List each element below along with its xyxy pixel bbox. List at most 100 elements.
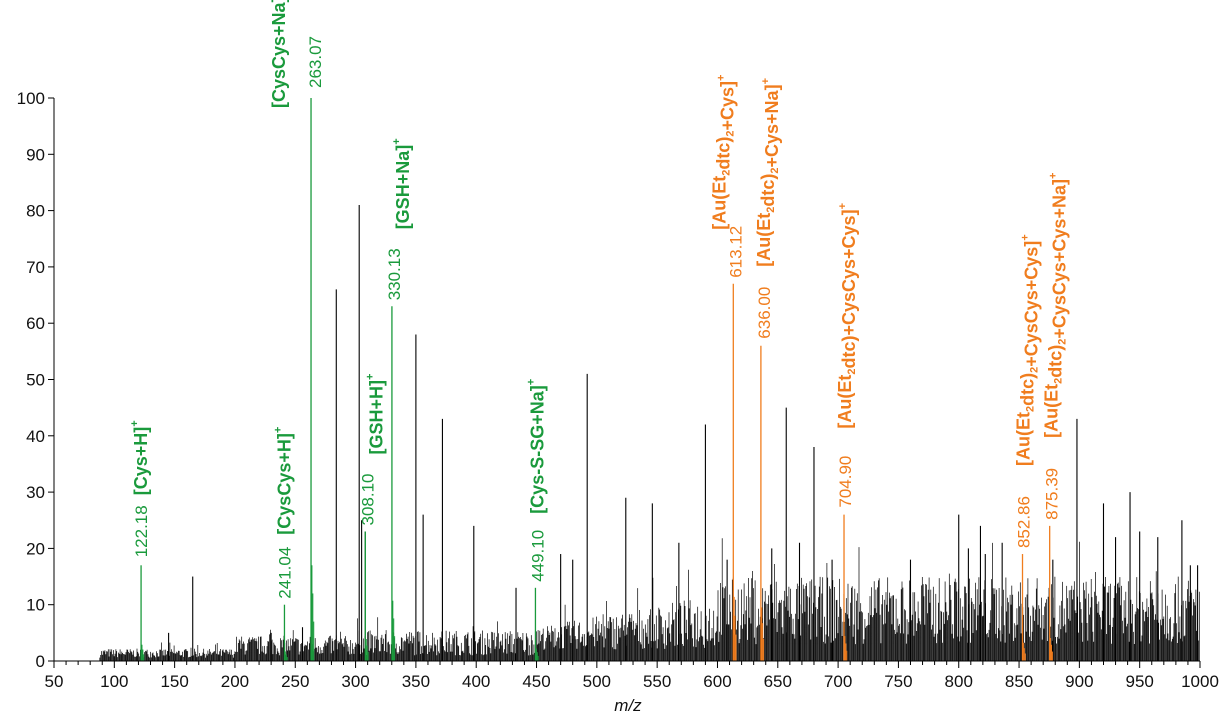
ion-label: [CysCys+Na]+ bbox=[267, 0, 289, 108]
noise-background bbox=[99, 538, 1200, 661]
peak-value-label: 330.13 bbox=[385, 248, 404, 300]
ion-label: [GSH+Na]+ bbox=[391, 138, 413, 229]
peak-value-label: 636.00 bbox=[755, 287, 774, 339]
ion-label-part: 2 bbox=[1025, 406, 1037, 412]
ion-label-part: dtc) bbox=[1018, 373, 1038, 406]
ion-label-part: 2 bbox=[769, 167, 781, 173]
ion-label-part: 2 bbox=[1057, 339, 1069, 345]
x-tick-label: 500 bbox=[583, 672, 611, 691]
x-tick-label: 400 bbox=[462, 672, 490, 691]
ion-label: [GSH+H]+ bbox=[364, 374, 386, 455]
ion-label: [Au(Et2dtc)2+Cys]+ bbox=[709, 75, 737, 230]
x-tick-label: 700 bbox=[824, 672, 852, 691]
ion-label: [Cys+H]+ bbox=[129, 420, 151, 495]
y-tick-label: 80 bbox=[26, 202, 45, 221]
x-tick-label: 50 bbox=[45, 672, 64, 691]
y-tick-label: 70 bbox=[26, 258, 45, 277]
ion-charge: + bbox=[525, 379, 537, 385]
ion-label-part: 2 bbox=[724, 131, 736, 137]
x-tick-label: 450 bbox=[522, 672, 550, 691]
ion-label-part: dtc) bbox=[758, 174, 778, 207]
x-tick-label: 150 bbox=[160, 672, 188, 691]
ion-label-part: +CysCys+Cys] bbox=[1022, 241, 1042, 367]
ion-label-part: [Au(Et bbox=[709, 176, 729, 230]
ion-label: [Cys-S-SG+Na]+ bbox=[525, 379, 547, 514]
ion-label-part: [Cys-S-SG+Na] bbox=[527, 385, 547, 514]
ion-charge: + bbox=[1048, 173, 1060, 179]
annotated-peaks bbox=[140, 98, 1053, 661]
ion-label-part: dtc) bbox=[713, 137, 733, 170]
ion-label: [Au(Et2dtc)+CysCys+Cys]+ bbox=[835, 203, 859, 429]
peak-labels: 122.18[Cys+H]+241.04[CysCys+H]+263.07[Cy… bbox=[129, 0, 1070, 599]
x-tick-label: 250 bbox=[281, 672, 309, 691]
ion-charge: + bbox=[1020, 234, 1032, 240]
y-tick-label: 60 bbox=[26, 314, 45, 333]
x-tick-label: 650 bbox=[764, 672, 792, 691]
x-tick-label: 600 bbox=[703, 672, 731, 691]
ion-label-part: [GSH+Na] bbox=[393, 145, 413, 230]
x-tick-label: 100 bbox=[100, 672, 128, 691]
x-tick-label: 750 bbox=[884, 672, 912, 691]
x-tick-label: 850 bbox=[1005, 672, 1033, 691]
y-tick-label: 10 bbox=[26, 596, 45, 615]
ion-label-part: +Cys] bbox=[717, 81, 737, 131]
ion-charge: + bbox=[391, 138, 403, 144]
y-tick-label: 30 bbox=[26, 483, 45, 502]
axes: 0 10 20 30 40 50 60 70 80 90 100 50 100 150 200 250 300 3… bbox=[17, 89, 1219, 691]
ion-charge: + bbox=[364, 374, 376, 380]
ion-label-part: 2 bbox=[1029, 367, 1041, 373]
peak-value-label: 263.07 bbox=[306, 36, 325, 88]
y-tick-label: 100 bbox=[17, 89, 45, 108]
peak-value-label: 449.10 bbox=[528, 530, 547, 582]
peak-value-label: 704.90 bbox=[836, 456, 855, 508]
ion-label-part: [Au(Et bbox=[1042, 384, 1062, 438]
background-peaks bbox=[168, 204, 1199, 661]
ion-label-part: dtc)+CysCys+Cys] bbox=[839, 209, 859, 368]
ion-label: [CysCys+H]+ bbox=[272, 427, 294, 535]
peak-value-label: 241.04 bbox=[275, 547, 294, 599]
ion-label-part: 2 bbox=[765, 207, 777, 213]
peak-value-label: 875.39 bbox=[1043, 468, 1062, 520]
y-tick-label: 40 bbox=[26, 427, 45, 446]
ion-label-part: [Cys+H] bbox=[131, 427, 151, 496]
ion-label-part: 2 bbox=[1053, 378, 1065, 384]
x-tick-label: 950 bbox=[1125, 672, 1153, 691]
x-tick-label: 550 bbox=[643, 672, 671, 691]
x-axis-title: m/z bbox=[614, 696, 642, 715]
y-tick-label: 90 bbox=[26, 145, 45, 164]
ion-label: [Au(Et2dtc)2+CysCys+Cys+Na]+ bbox=[1042, 173, 1070, 438]
y-tick-label: 20 bbox=[26, 539, 45, 558]
x-tick-label: 200 bbox=[221, 672, 249, 691]
x-tick-label: 900 bbox=[1065, 672, 1093, 691]
ion-label-part: [CysCys+H] bbox=[274, 433, 294, 535]
x-tick-label: 300 bbox=[341, 672, 369, 691]
x-tick-label: 800 bbox=[945, 672, 973, 691]
ion-charge: + bbox=[272, 427, 284, 433]
ion-label-part: [Au(Et bbox=[1014, 412, 1034, 466]
ion-label-part: 2 bbox=[846, 369, 858, 375]
ion-label-part: dtc) bbox=[1046, 345, 1066, 378]
ion-charge: + bbox=[837, 203, 849, 209]
peak-value-label: 308.10 bbox=[358, 474, 377, 526]
ion-label-part: +Cys+Na] bbox=[762, 84, 782, 167]
ion-label-part: [CysCys+Na] bbox=[269, 0, 289, 108]
ion-label-part: [GSH+H] bbox=[366, 380, 386, 455]
noise-path bbox=[99, 538, 1200, 661]
ion-charge: + bbox=[760, 78, 772, 84]
peak-value-label: 852.86 bbox=[1015, 496, 1034, 548]
ion-label: [Au(Et2dtc)2+CysCys+Cys]+ bbox=[1014, 234, 1042, 466]
ion-charge: + bbox=[129, 420, 141, 426]
ion-charge: + bbox=[715, 75, 727, 81]
x-tick-label: 350 bbox=[402, 672, 430, 691]
ion-label-part: [Au(Et bbox=[754, 213, 774, 267]
ion-label-part: [Au(Et bbox=[835, 375, 855, 429]
y-tick-label: 50 bbox=[26, 371, 45, 390]
peak-value-label: 122.18 bbox=[132, 505, 151, 557]
ion-label-part: +CysCys+Cys+Na] bbox=[1050, 179, 1070, 339]
ion-label-part: 2 bbox=[720, 170, 732, 176]
y-tick-label: 0 bbox=[36, 652, 45, 671]
peak-value-label: 613.12 bbox=[726, 226, 745, 278]
x-tick-label: 1000 bbox=[1181, 672, 1219, 691]
ion-label: [Au(Et2dtc)2+Cys+Na]+ bbox=[754, 78, 782, 267]
